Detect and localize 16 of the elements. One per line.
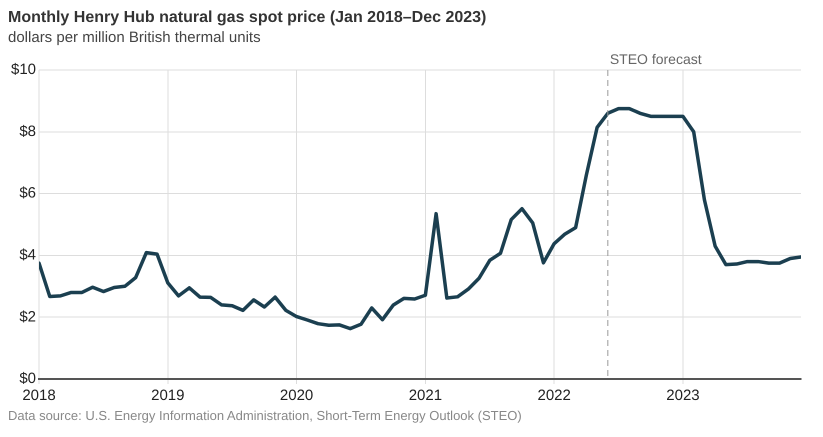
y-tick-label: $10 [10, 61, 36, 78]
x-tick-label: 2022 [537, 387, 571, 404]
y-tick-label: $0 [19, 370, 36, 388]
x-tick-label: 2018 [22, 387, 56, 404]
x-tick-label: 2020 [280, 387, 314, 404]
chart-title: Monthly Henry Hub natural gas spot price (Jan 2018–Dec 2023) [8, 8, 488, 28]
x-tick-label: 2019 [151, 387, 184, 404]
y-tick-label: $4 [19, 246, 36, 264]
x-tick-label: 2023 [666, 387, 700, 404]
y-tick-label: $8 [19, 122, 36, 140]
ref-line-label: STEO forecast [610, 50, 702, 67]
y-tick-label: $2 [19, 308, 36, 326]
x-tick-label: 2021 [408, 387, 442, 404]
chart-subtitle: dollars per million British thermal units [8, 28, 262, 48]
y-tick-label: $6 [19, 184, 36, 202]
source-note: Data source: U.S. Energy Information Administration, Short-Term Energy Outlook (STEO) [8, 408, 523, 424]
